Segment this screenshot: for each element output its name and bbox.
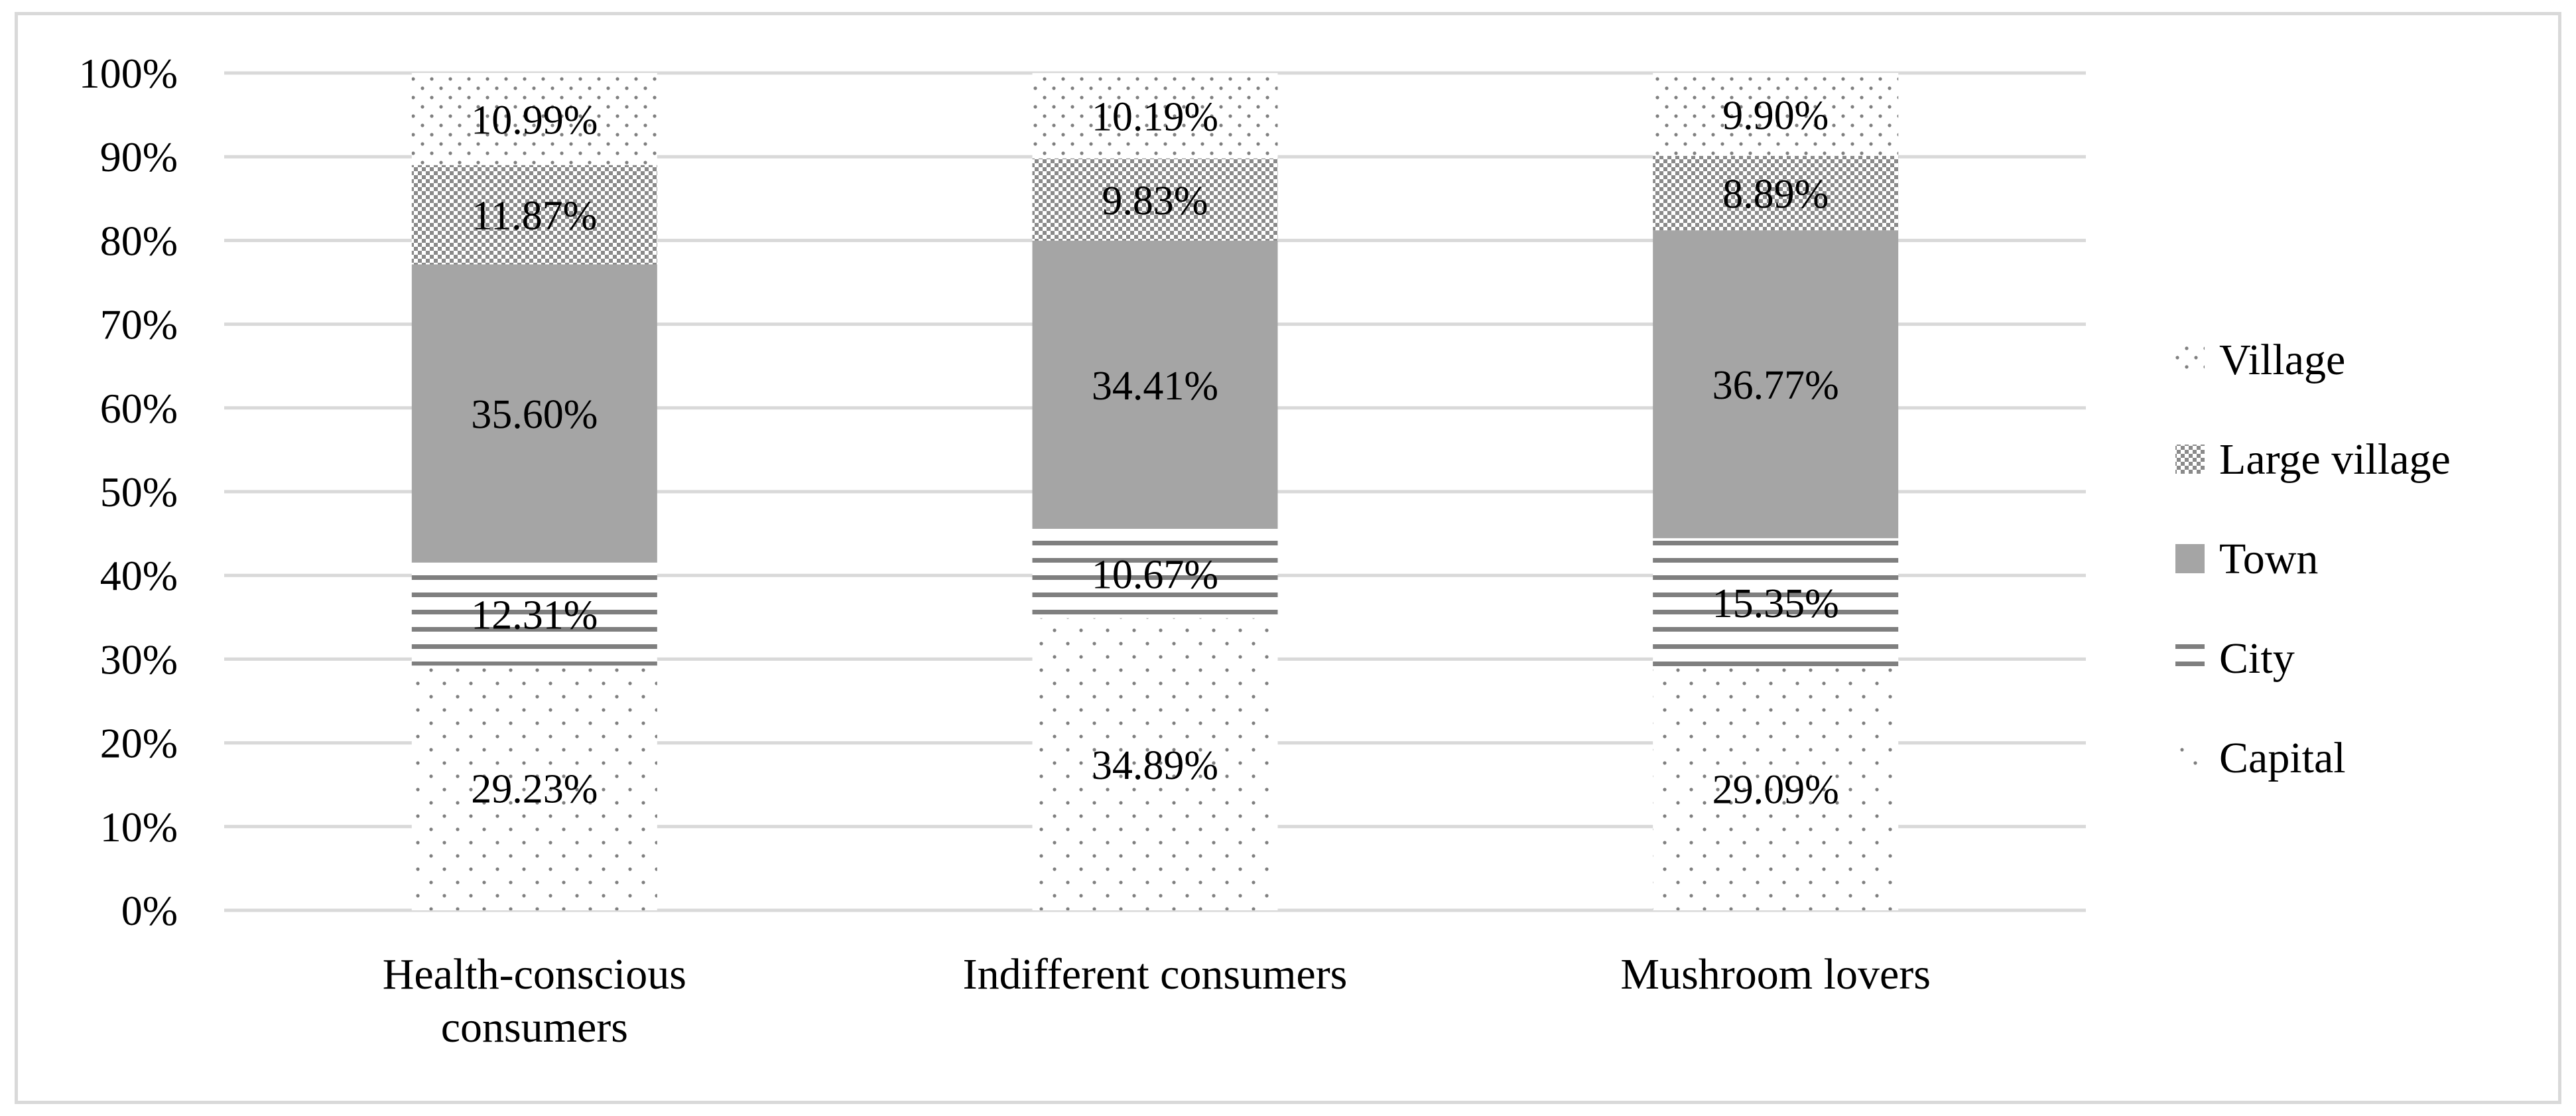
- y-tick-label: 60%: [100, 385, 178, 432]
- data-label-capital: 29.09%: [1712, 767, 1839, 812]
- legend: Village Large village Town City Capital: [2175, 336, 2451, 782]
- bar-segment-village: [1032, 73, 1278, 159]
- bar-segment-town: [411, 264, 657, 563]
- y-tick-label: 80%: [100, 217, 178, 264]
- legend-swatch-village: [2175, 345, 2205, 374]
- data-label-large-village: 11.87%: [472, 194, 597, 239]
- bar-segment-town: [1653, 230, 1899, 539]
- bar-segment-large-village: [1032, 158, 1278, 241]
- data-label-city: 12.31%: [471, 593, 598, 638]
- legend-label-large-village: Large village: [2219, 435, 2451, 484]
- x-tick-label: Mushroom lovers: [1620, 950, 1930, 999]
- bar-segment-town: [1032, 240, 1278, 529]
- bar-segment-village: [411, 73, 657, 165]
- data-label-city: 10.67%: [1092, 552, 1218, 597]
- bar-segment-capital: [1032, 618, 1278, 910]
- data-label-capital: 29.23%: [471, 767, 598, 812]
- x-tick-label: consumers: [441, 1003, 628, 1052]
- data-label-large-village: 9.83%: [1102, 178, 1208, 224]
- data-label-capital: 34.89%: [1092, 743, 1218, 788]
- data-label-village: 10.19%: [1092, 94, 1218, 139]
- x-tick-label: Indifferent consumers: [963, 950, 1348, 999]
- legend-label-town: Town: [2219, 535, 2318, 583]
- legend-swatch-city: [2175, 644, 2205, 673]
- bar-segment-city: [1653, 538, 1899, 667]
- bar-segment-city: [1032, 529, 1278, 618]
- data-labels: 29.23% 12.31% 35.60% 11.87% 10.99% 34.89% 10.6…: [471, 93, 1838, 812]
- stacked-bars: [411, 73, 1899, 910]
- x-tick-label: Health-conscious: [383, 950, 686, 999]
- data-label-village: 10.99%: [471, 98, 598, 143]
- y-tick-label: 90%: [100, 133, 178, 180]
- y-tick-label: 0%: [121, 887, 178, 934]
- bar-segment-capital: [411, 665, 657, 910]
- bar-segment-capital: [1653, 666, 1899, 910]
- y-tick-label: 40%: [100, 552, 178, 599]
- bar-segment-large-village: [411, 165, 657, 265]
- y-tick-label: 50%: [100, 468, 178, 516]
- data-label-large-village: 8.89%: [1722, 172, 1829, 217]
- bar-segment-city: [411, 562, 657, 666]
- legend-swatch-town: [2175, 544, 2205, 573]
- y-tick-label: 100%: [79, 50, 178, 97]
- bar-segment-large-village: [1653, 155, 1899, 231]
- legend-swatch-capital: [2175, 743, 2205, 772]
- y-tick-label: 70%: [100, 301, 178, 348]
- bar-segment-village: [1653, 73, 1899, 156]
- legend-label-capital: Capital: [2219, 734, 2346, 782]
- data-label-city: 15.35%: [1712, 581, 1839, 626]
- data-label-town: 35.60%: [471, 392, 598, 437]
- legend-label-city: City: [2219, 634, 2295, 683]
- y-axis-tick-labels: 0% 10% 20% 30% 40% 50% 60% 70% 80% 90% 100%: [79, 50, 178, 934]
- y-tick-label: 30%: [100, 636, 178, 683]
- legend-label-village: Village: [2219, 336, 2345, 384]
- legend-swatch-large-village: [2175, 445, 2205, 474]
- data-label-village: 9.90%: [1722, 93, 1829, 138]
- data-label-town: 34.41%: [1092, 364, 1218, 409]
- y-tick-label: 20%: [100, 720, 178, 767]
- y-tick-label: 10%: [100, 803, 178, 851]
- data-label-town: 36.77%: [1712, 363, 1839, 408]
